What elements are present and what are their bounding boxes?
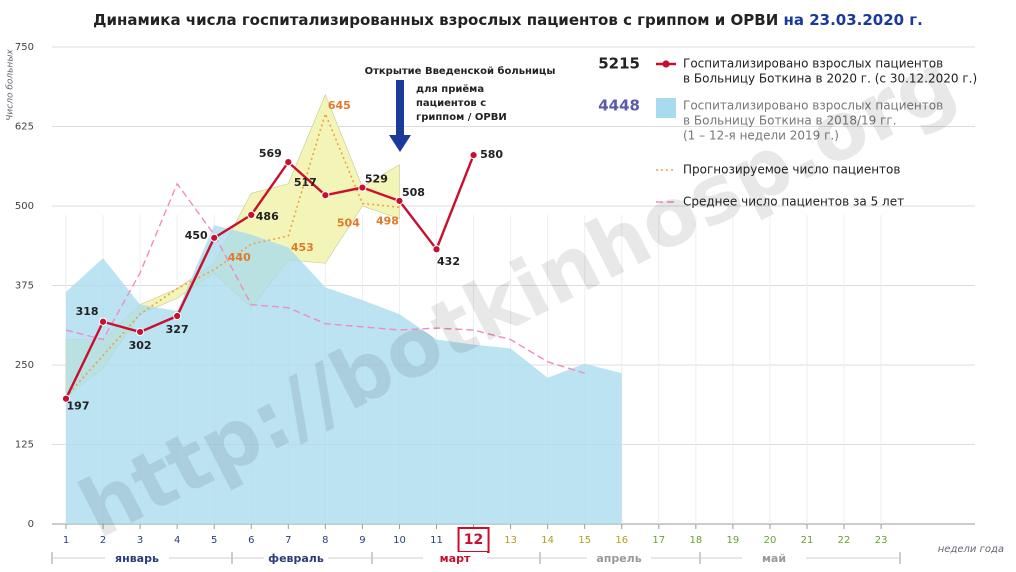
forecast-line — [65, 111, 400, 398]
title-main: Динамика числа госпитализированных взрос… — [93, 11, 778, 29]
x-tick-label: 14 — [541, 535, 554, 546]
legend-label: Среднее число пациентов за 5 лет — [683, 195, 904, 209]
value-label: 569 — [259, 147, 282, 160]
legend-total: 4448 — [598, 97, 640, 115]
x-tick-label: 23 — [875, 535, 888, 546]
annotation: гриппом / ОРВИ — [416, 112, 507, 123]
point-2020 — [395, 196, 404, 206]
x-tick-label: 10 — [393, 535, 406, 546]
x-tick-label: 9 — [359, 535, 365, 546]
x-tick-label: 22 — [838, 535, 851, 546]
y-tick-label: 625 — [15, 122, 34, 133]
x-tick-label: 8 — [322, 535, 328, 546]
legend-label: в Больницу Боткина в 2018/19 гг. — [683, 114, 897, 128]
y-tick-label: 125 — [15, 440, 34, 451]
value-label: 327 — [166, 323, 189, 336]
value-label: 517 — [294, 176, 317, 189]
x-tick-label: 3 — [137, 535, 143, 546]
legend-label: Госпитализировано взрослых пациентов — [683, 57, 943, 71]
month-label: январь — [115, 552, 159, 565]
x-tick-label: 18 — [689, 535, 702, 546]
point-2020 — [284, 158, 293, 167]
x-tick-label: 6 — [248, 535, 254, 546]
value-label: 302 — [129, 339, 152, 352]
x-tick-label: 1 — [63, 535, 69, 546]
value-label: 318 — [76, 305, 99, 318]
value-label: 197 — [67, 400, 90, 413]
point-2020 — [358, 183, 367, 192]
legend-label: Прогнозируемое число пациентов — [683, 163, 900, 177]
forecast-value-label: 504 — [337, 216, 360, 229]
month-label: февраль — [268, 552, 324, 565]
x-tick-label: 13 — [504, 535, 517, 546]
legend-swatch — [656, 98, 676, 118]
y-tick-label: 750 — [15, 42, 34, 53]
legend-label: в Больницу Боткина в 2020 г. (с 30.12.20… — [683, 72, 977, 86]
x-tick-label: 21 — [801, 535, 814, 546]
average-line — [65, 182, 585, 374]
point-2020 — [321, 191, 330, 200]
x-tick-label: 7 — [285, 535, 291, 546]
month-label: апрель — [596, 552, 641, 565]
y-tick-label: 0 — [28, 519, 34, 530]
value-label: 580 — [480, 148, 503, 161]
forecast-value-label: 440 — [228, 251, 251, 264]
line-2020 — [64, 154, 475, 400]
point-2020 — [136, 327, 145, 337]
area-2018-19 — [66, 225, 622, 524]
y-axis-label: Число больных — [6, 49, 16, 121]
x-tick-label: 15 — [578, 535, 591, 546]
month-bg — [105, 552, 169, 564]
x-axis-label: недели года — [938, 544, 1004, 555]
legend-marker — [662, 60, 670, 68]
x-tick-label: 11 — [430, 535, 443, 546]
point-2020 — [173, 311, 182, 321]
value-label: 508 — [402, 186, 425, 199]
x-tick-label: 5 — [211, 535, 217, 546]
y-tick-label: 375 — [15, 281, 34, 292]
value-label: 432 — [437, 255, 460, 268]
month-label: май — [762, 552, 786, 565]
point-2020 — [98, 317, 108, 326]
x-tick-label: 17 — [652, 535, 665, 546]
point-2020 — [210, 233, 219, 242]
forecast-value-label: 498 — [376, 214, 399, 227]
month-bg — [587, 552, 651, 564]
x-tick-label: 20 — [764, 535, 777, 546]
forecast-value-label: 453 — [291, 241, 314, 254]
y-tick-label: 500 — [15, 201, 34, 212]
value-label: 486 — [256, 210, 279, 223]
title-date: на 23.03.2020 г. — [783, 11, 922, 29]
month-bg — [742, 552, 806, 564]
point-2020 — [247, 210, 256, 220]
annotation: пациентов с — [416, 98, 486, 109]
forecast-value-label: 645 — [328, 99, 351, 112]
point-2020 — [469, 151, 478, 160]
x-tick-label: 19 — [727, 535, 740, 546]
point-2020 — [432, 245, 441, 254]
x-tick-label: 12 — [464, 532, 483, 548]
legend-label: Госпитализировано взрослых пациентов — [683, 99, 943, 113]
legend-label: (1 – 12-я недели 2019 г.) — [683, 129, 839, 143]
month-bg — [264, 552, 328, 564]
value-label: 529 — [365, 173, 388, 186]
month-label: март — [440, 552, 471, 565]
x-tick-label: 2 — [100, 535, 106, 546]
point-2020 — [61, 394, 71, 403]
chart-title: Динамика числа госпитализированных взрос… — [93, 11, 923, 29]
annotation: Открытие Введенской больницы — [365, 65, 556, 77]
value-label: 450 — [185, 229, 208, 242]
annotation: для приёма — [416, 83, 484, 95]
annotation-arrow — [389, 80, 411, 152]
month-bg — [423, 552, 487, 564]
x-tick-label: 16 — [615, 535, 628, 546]
y-tick-label: 250 — [15, 360, 34, 371]
x-tick-label: 4 — [174, 535, 180, 546]
legend-total: 5215 — [598, 55, 640, 73]
